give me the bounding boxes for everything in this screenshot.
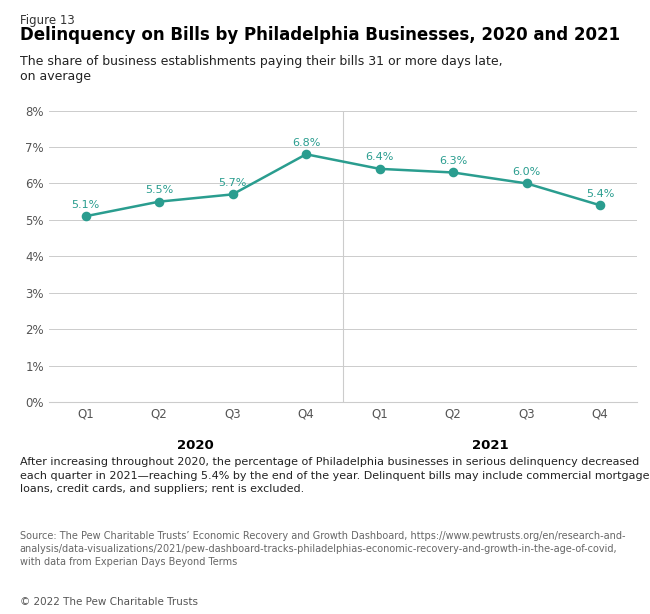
- Text: Delinquency on Bills by Philadelphia Businesses, 2020 and 2021: Delinquency on Bills by Philadelphia Bus…: [20, 26, 619, 44]
- Text: Source: The Pew Charitable Trusts’ Economic Recovery and Growth Dashboard, https: Source: The Pew Charitable Trusts’ Econo…: [20, 531, 625, 567]
- Text: 5.5%: 5.5%: [145, 185, 173, 195]
- Point: [227, 190, 238, 200]
- Text: © 2022 The Pew Charitable Trusts: © 2022 The Pew Charitable Trusts: [20, 597, 198, 607]
- Text: 5.7%: 5.7%: [218, 178, 247, 188]
- Point: [301, 149, 311, 159]
- Text: 2021: 2021: [472, 439, 508, 452]
- Text: 6.4%: 6.4%: [365, 152, 394, 162]
- Point: [595, 200, 605, 210]
- Text: 6.3%: 6.3%: [439, 156, 467, 166]
- Point: [448, 168, 458, 177]
- Text: The share of business establishments paying their bills 31 or more days late,
on: The share of business establishments pay…: [20, 55, 502, 84]
- Text: After increasing throughout 2020, the percentage of Philadelphia businesses in s: After increasing throughout 2020, the pe…: [20, 457, 650, 494]
- Point: [374, 164, 385, 174]
- Point: [81, 211, 91, 221]
- Point: [154, 196, 164, 206]
- Text: Figure 13: Figure 13: [20, 14, 74, 26]
- Text: 6.0%: 6.0%: [513, 167, 541, 177]
- Text: 6.8%: 6.8%: [292, 138, 320, 148]
- Text: 2020: 2020: [177, 439, 214, 452]
- Point: [521, 179, 532, 188]
- Text: 5.1%: 5.1%: [72, 200, 99, 210]
- Text: 5.4%: 5.4%: [586, 188, 614, 199]
